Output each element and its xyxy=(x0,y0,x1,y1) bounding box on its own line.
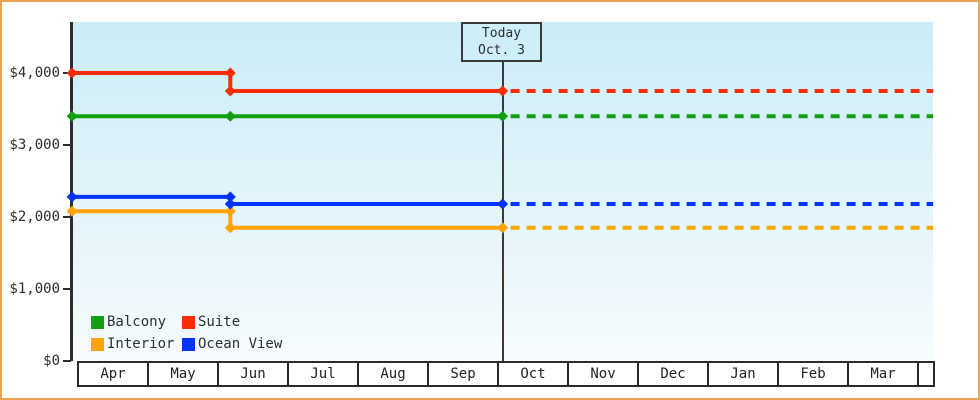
month-cell-jan: Jan xyxy=(709,363,779,385)
data-point-marker xyxy=(66,205,78,217)
legend-swatch-icon xyxy=(91,315,104,329)
data-point-marker xyxy=(497,222,509,234)
data-point-marker xyxy=(497,85,509,97)
month-cell-sep: Sep xyxy=(429,363,499,385)
y-axis-line xyxy=(70,22,73,361)
y-axis-label: $0 xyxy=(43,353,60,369)
y-axis-label: $3,000 xyxy=(9,137,60,153)
data-point-marker xyxy=(497,110,509,122)
today-date: Oct. 3 xyxy=(478,43,525,58)
y-tick-mark xyxy=(63,360,71,362)
x-axis-month-table: Apr May Jun Jul Aug Sep Oct Nov Dec Jan Feb Mar xyxy=(77,361,935,387)
legend-item-ocean-view: Ocean View xyxy=(182,337,282,351)
month-cell-mar: Mar xyxy=(849,363,919,385)
legend-swatch-icon xyxy=(182,315,195,329)
y-axis-label: $2,000 xyxy=(9,209,60,225)
data-point-marker xyxy=(66,67,78,79)
y-tick-mark xyxy=(63,144,71,146)
data-point-marker xyxy=(224,110,236,122)
month-cell-oct: Oct xyxy=(499,363,569,385)
data-point-marker xyxy=(224,198,236,210)
data-point-marker xyxy=(224,222,236,234)
month-cell-feb: Feb xyxy=(779,363,849,385)
month-cell-jun: Jun xyxy=(219,363,289,385)
data-point-marker xyxy=(224,205,236,217)
series-line-ocean-view xyxy=(72,194,503,207)
y-tick-mark xyxy=(63,288,71,290)
month-cell-jul: Jul xyxy=(289,363,359,385)
month-cell-nov: Nov xyxy=(569,363,639,385)
y-axis-label: $1,000 xyxy=(9,281,60,297)
data-point-marker xyxy=(224,85,236,97)
legend-item-interior: Interior xyxy=(91,337,174,351)
data-point-marker xyxy=(66,110,78,122)
month-cell-aug: Aug xyxy=(359,363,429,385)
today-label: Today xyxy=(481,26,522,41)
month-cell-dec: Dec xyxy=(639,363,709,385)
series-line-interior xyxy=(72,209,503,230)
data-point-marker xyxy=(497,198,509,210)
today-vertical-line xyxy=(502,60,504,361)
month-cell-apr: Apr xyxy=(79,363,149,385)
y-axis-label: $4,000 xyxy=(9,65,60,81)
today-annotation: Today Oct. 3 xyxy=(461,22,542,62)
legend-item-suite: Suite xyxy=(182,315,240,329)
y-tick-mark xyxy=(63,216,71,218)
legend-swatch-icon xyxy=(182,337,195,351)
month-cell-empty xyxy=(919,363,933,385)
legend-label: Ocean View xyxy=(198,336,283,352)
legend-label: Interior xyxy=(107,336,175,352)
month-cell-may: May xyxy=(149,363,219,385)
legend-item-balcony: Balcony xyxy=(91,315,166,329)
data-point-marker xyxy=(224,67,236,79)
data-point-marker xyxy=(66,191,78,203)
data-point-marker xyxy=(224,191,236,203)
legend-swatch-icon xyxy=(91,337,104,351)
legend-label: Suite xyxy=(198,314,241,330)
series-line-suite xyxy=(72,71,503,93)
legend-label: Balcony xyxy=(107,314,167,330)
